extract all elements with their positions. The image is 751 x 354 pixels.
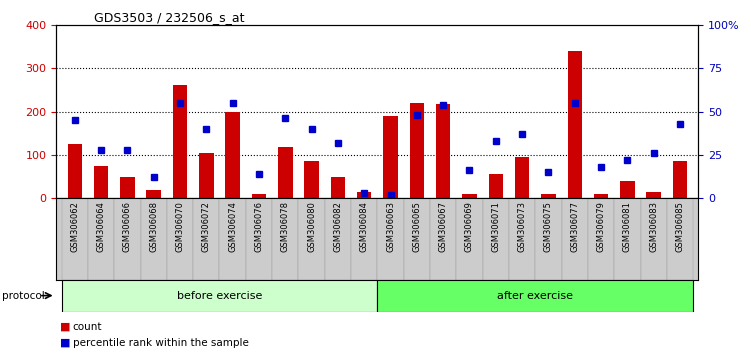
Bar bbox=[378, 280, 693, 312]
Text: GSM306067: GSM306067 bbox=[439, 201, 448, 252]
Bar bbox=[324, 198, 351, 280]
Text: percentile rank within the sample: percentile rank within the sample bbox=[73, 338, 249, 348]
Bar bbox=[167, 198, 193, 280]
Text: GSM306072: GSM306072 bbox=[202, 201, 211, 252]
Text: GSM306077: GSM306077 bbox=[570, 201, 579, 252]
Bar bbox=[614, 198, 641, 280]
Bar bbox=[515, 157, 529, 198]
Bar bbox=[199, 153, 213, 198]
Text: before exercise: before exercise bbox=[176, 291, 262, 301]
Bar bbox=[673, 161, 687, 198]
Bar bbox=[489, 175, 503, 198]
Bar bbox=[298, 198, 324, 280]
Text: protocol: protocol bbox=[2, 291, 44, 301]
Bar bbox=[330, 177, 345, 198]
Bar bbox=[594, 194, 608, 198]
Text: GSM306082: GSM306082 bbox=[333, 201, 342, 252]
Text: ■: ■ bbox=[60, 338, 71, 348]
Bar bbox=[68, 144, 82, 198]
Text: GSM306063: GSM306063 bbox=[386, 201, 395, 252]
Bar bbox=[304, 161, 319, 198]
Text: count: count bbox=[73, 322, 102, 332]
Bar bbox=[409, 103, 424, 198]
Text: GSM306066: GSM306066 bbox=[123, 201, 132, 252]
Bar bbox=[246, 198, 272, 280]
Bar bbox=[173, 85, 187, 198]
Text: GSM306073: GSM306073 bbox=[517, 201, 526, 252]
Text: GSM306064: GSM306064 bbox=[97, 201, 106, 252]
Bar bbox=[562, 198, 588, 280]
Bar bbox=[641, 198, 667, 280]
Bar bbox=[430, 198, 457, 280]
Bar bbox=[568, 51, 582, 198]
Bar bbox=[140, 198, 167, 280]
Bar bbox=[120, 177, 134, 198]
Bar bbox=[383, 116, 398, 198]
Bar bbox=[278, 147, 292, 198]
Text: GSM306085: GSM306085 bbox=[675, 201, 684, 252]
Bar bbox=[404, 198, 430, 280]
Bar bbox=[193, 198, 219, 280]
Text: GSM306083: GSM306083 bbox=[649, 201, 658, 252]
Bar bbox=[351, 198, 378, 280]
Bar bbox=[541, 194, 556, 198]
Bar bbox=[588, 198, 614, 280]
Text: GDS3503 / 232506_s_at: GDS3503 / 232506_s_at bbox=[94, 11, 244, 24]
Bar bbox=[94, 166, 108, 198]
Bar bbox=[114, 198, 140, 280]
Bar bbox=[620, 181, 635, 198]
Text: GSM306081: GSM306081 bbox=[623, 201, 632, 252]
Text: GSM306069: GSM306069 bbox=[465, 201, 474, 252]
Bar bbox=[225, 112, 240, 198]
Bar bbox=[457, 198, 483, 280]
Bar bbox=[509, 198, 535, 280]
Text: GSM306079: GSM306079 bbox=[596, 201, 605, 252]
Bar bbox=[272, 198, 298, 280]
Text: GSM306071: GSM306071 bbox=[491, 201, 500, 252]
Text: ■: ■ bbox=[60, 322, 71, 332]
Bar bbox=[463, 194, 477, 198]
Bar bbox=[667, 198, 693, 280]
Bar bbox=[436, 104, 451, 198]
Bar bbox=[378, 198, 404, 280]
Text: GSM306068: GSM306068 bbox=[149, 201, 158, 252]
Bar bbox=[62, 198, 88, 280]
Text: GSM306070: GSM306070 bbox=[176, 201, 185, 252]
Bar bbox=[146, 190, 161, 198]
Text: GSM306074: GSM306074 bbox=[228, 201, 237, 252]
Bar bbox=[357, 192, 372, 198]
Bar bbox=[483, 198, 509, 280]
Bar bbox=[252, 194, 266, 198]
Text: GSM306078: GSM306078 bbox=[281, 201, 290, 252]
Text: GSM306065: GSM306065 bbox=[412, 201, 421, 252]
Text: GSM306075: GSM306075 bbox=[544, 201, 553, 252]
Bar bbox=[219, 198, 246, 280]
Bar bbox=[88, 198, 114, 280]
Text: GSM306080: GSM306080 bbox=[307, 201, 316, 252]
Bar bbox=[647, 192, 661, 198]
Bar bbox=[535, 198, 562, 280]
Text: after exercise: after exercise bbox=[497, 291, 573, 301]
Text: GSM306062: GSM306062 bbox=[71, 201, 80, 252]
Text: GSM306076: GSM306076 bbox=[255, 201, 264, 252]
Text: GSM306084: GSM306084 bbox=[360, 201, 369, 252]
Bar bbox=[62, 280, 378, 312]
